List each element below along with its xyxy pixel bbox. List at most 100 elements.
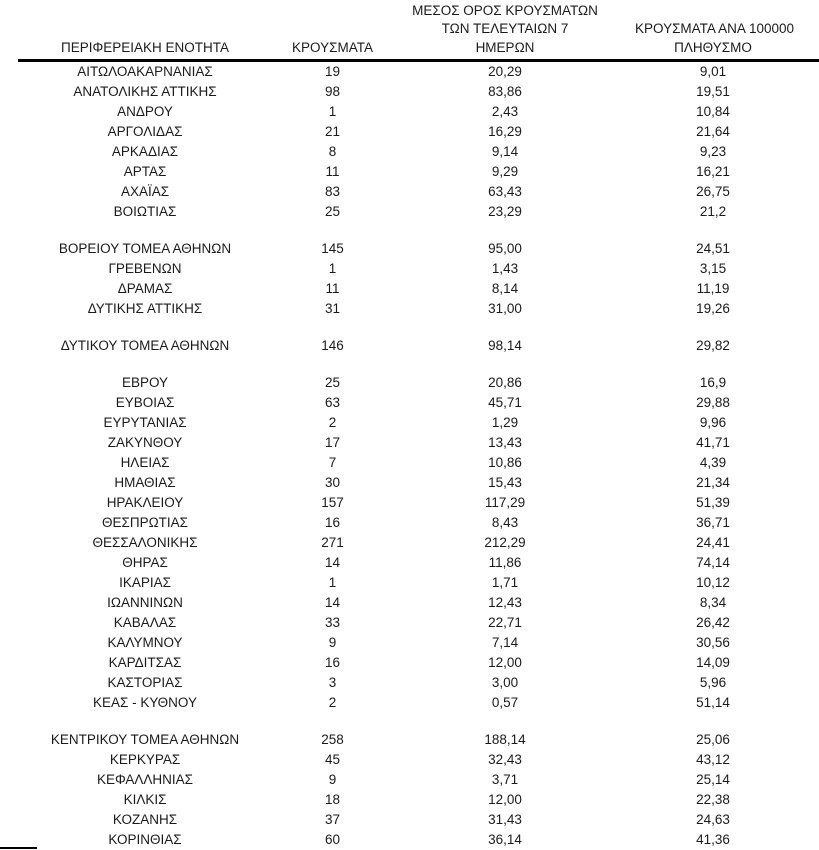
per100k-cell: 29,82 [696,338,730,353]
per100k-cell: 8,34 [699,595,727,610]
region-cell: ΘΗΡΑΣ [122,555,168,570]
region-cell: ΔΥΤΙΚΗΣ ΑΤΤΙΚΗΣ [87,301,203,316]
per100k-cell: 74,14 [696,555,730,570]
table-row: ΙΩΑΝΝΙΝΩΝ 14 12,43 8,34 [0,593,819,613]
avg7-cell: 11,86 [488,555,522,570]
table-row: ΚΑΒΑΛΑΣ 33 22,71 26,42 [0,613,819,633]
table-section: ΚΕΝΤΡΙΚΟΥ ΤΟΜΕΑ ΑΘΗΝΩΝ 258 188,14 25,06 … [0,730,819,850]
avg7-cell: 12,00 [488,792,522,807]
avg7-cell: 10,86 [488,455,522,470]
avg7-cell: 12,43 [488,595,522,610]
avg7-cell: 1,71 [491,575,519,590]
table-row: ΘΕΣΠΡΩΤΙΑΣ 16 8,43 36,71 [0,513,819,533]
table-row: ΚΕΑΣ - ΚΥΘΝΟΥ 2 0,57 51,14 [0,693,819,713]
per100k-cell: 21,2 [699,204,727,219]
region-cell: ΗΛΕΙΑΣ [120,455,170,470]
table-row: ΔΥΤΙΚΗΣ ΑΤΤΙΚΗΣ 31 31,00 19,26 [0,299,819,319]
column-header-per100k: ΚΡΟΥΣΜΑΤΑ ΑΝΑ 100000 ΠΛΗΘΥΣΜΟ [635,20,819,57]
table-section: ΔΥΤΙΚΟΥ ΤΟΜΕΑ ΑΘΗΝΩΝ 146 98,14 29,82 [0,336,819,356]
per100k-cell: 9,01 [699,64,727,79]
column-header-region-label: ΠΕΡΙΦΕΡΕΙΑΚΗ ΕΝΟΤΗΤΑ [60,39,230,55]
per100k-cell: 41,36 [696,832,730,847]
per100k-cell: 51,39 [696,495,730,510]
cases-cell: 25 [324,204,341,219]
cases-cell: 1 [328,261,337,276]
table-row: ΒΟΡΕΙΟΥ ΤΟΜΕΑ ΑΘΗΝΩΝ 145 95,00 24,51 [0,239,819,259]
avg7-cell: 3,00 [491,675,519,690]
region-cell: ΚΑΡΔΙΤΣΑΣ [108,655,182,670]
column-header-per100k-line2: ΠΛΗΘΥΣΜΟ [674,39,752,55]
region-cell: ΚΕΡΚΥΡΑΣ [109,752,181,767]
cases-cell: 271 [321,535,344,550]
cases-cell: 17 [324,435,341,450]
column-header-avg7-line1: ΜΕΣΟΣ ΟΡΟΣ ΚΡΟΥΣΜΑΤΩΝ [412,2,598,18]
cases-cell: 11 [325,164,340,179]
avg7-cell: 9,14 [491,144,519,159]
avg7-cell: 1,43 [491,261,519,276]
cases-cell: 3 [328,675,337,690]
column-header-region: ΠΕΡΙΦΕΡΕΙΑΚΗ ΕΝΟΤΗΤΑ [0,39,290,58]
table-header: ΠΕΡΙΦΕΡΕΙΑΚΗ ΕΝΟΤΗΤΑ ΚΡΟΥΣΜΑΤΑ ΜΕΣΟΣ ΟΡΟ… [0,0,819,59]
table-row: ΚΑΡΔΙΤΣΑΣ 16 12,00 14,09 [0,653,819,673]
bottom-partial-line [0,847,37,849]
region-cell: ΑΙΤΩΛΟΑΚΑΡΝΑΝΙΑΣ [77,64,213,79]
cases-cell: 14 [324,595,341,610]
table-row: ΑΝΔΡΟΥ 1 2,43 10,84 [0,102,819,122]
table-section: ΒΟΡΕΙΟΥ ΤΟΜΕΑ ΑΘΗΝΩΝ 145 95,00 24,51 ΓΡΕ… [0,239,819,319]
per100k-cell: 5,96 [699,675,727,690]
table-row: ΘΗΡΑΣ 14 11,86 74,14 [0,553,819,573]
column-header-per100k-line1: ΚΡΟΥΣΜΑΤΑ ΑΝΑ 100000 [635,21,794,36]
per100k-cell: 10,84 [696,104,730,119]
avg7-cell: 188,14 [484,732,526,747]
column-header-cases-label: ΚΡΟΥΣΜΑΤΑ [292,39,373,55]
region-cell: ΚΕΦΑΛΛΗΝΙΑΣ [96,772,194,787]
per100k-cell: 36,71 [696,515,730,530]
per100k-cell: 19,51 [696,84,730,99]
table-row: ΕΥΡΥΤΑΝΙΑΣ 2 1,29 9,96 [0,413,819,433]
region-cell: ΑΝΔΡΟΥ [117,104,173,119]
avg7-cell: 23,29 [488,204,522,219]
per100k-cell: 16,21 [696,164,730,179]
per100k-cell: 4,39 [699,455,727,470]
per100k-cell: 21,64 [696,124,730,139]
table-section: ΑΙΤΩΛΟΑΚΑΡΝΑΝΙΑΣ 19 20,29 9,01 ΑΝΑΤΟΛΙΚΗ… [0,62,819,222]
avg7-cell: 63,43 [488,184,522,199]
per100k-cell: 16,9 [699,375,727,390]
per100k-cell: 51,14 [696,695,730,710]
region-cell: ΗΜΑΘΙΑΣ [114,475,176,490]
cases-cell: 11 [325,281,340,296]
cases-cell: 60 [324,832,341,847]
region-cell: ΒΟΡΕΙΟΥ ΤΟΜΕΑ ΑΘΗΝΩΝ [58,241,232,256]
table-row: ΑΧΑΪΑΣ 83 63,43 26,75 [0,182,819,202]
cases-cell: 98 [324,84,341,99]
cases-cell: 8 [328,144,337,159]
avg7-cell: 32,43 [488,752,522,767]
avg7-cell: 3,71 [491,772,519,787]
region-cell: ΖΑΚΥΝΘΟΥ [107,435,183,450]
region-cell: ΚΑΛΥΜΝΟΥ [107,635,183,650]
avg7-cell: 95,00 [488,241,522,256]
table-row: ΚΕΝΤΡΙΚΟΥ ΤΟΜΕΑ ΑΘΗΝΩΝ 258 188,14 25,06 [0,730,819,750]
per100k-cell: 24,51 [696,241,730,256]
region-cell: ΑΡΓΟΛΙΔΑΣ [107,124,183,139]
region-cell: ΘΕΣΣΑΛΟΝΙΚΗΣ [92,535,198,550]
table-row: ΑΝΑΤΟΛΙΚΗΣ ΑΤΤΙΚΗΣ 98 83,86 19,51 [0,82,819,102]
cases-cell: 31 [324,301,341,316]
table-row: ΙΚΑΡΙΑΣ 1 1,71 10,12 [0,573,819,593]
table-row: ΗΡΑΚΛΕΙΟΥ 157 117,29 51,39 [0,493,819,513]
cases-cell: 45 [324,752,341,767]
avg7-cell: 117,29 [484,495,526,510]
table-row: ΑΡΚΑΔΙΑΣ 8 9,14 9,23 [0,142,819,162]
cases-cell: 83 [324,184,341,199]
table-row: ΕΒΡΟΥ 25 20,86 16,9 [0,373,819,393]
cases-cell: 258 [321,732,344,747]
avg7-cell: 0,57 [491,695,519,710]
avg7-cell: 8,14 [491,281,519,296]
cases-cell: 2 [328,695,337,710]
region-cell: ΔΥΤΙΚΟΥ ΤΟΜΕΑ ΑΘΗΝΩΝ [60,338,230,353]
region-cell: ΑΧΑΪΑΣ [120,184,170,199]
table-row: ΔΥΤΙΚΟΥ ΤΟΜΕΑ ΑΘΗΝΩΝ 146 98,14 29,82 [0,336,819,356]
column-header-cases: ΚΡΟΥΣΜΑΤΑ [290,39,375,58]
region-cell: ΚΑΣΤΟΡΙΑΣ [107,675,183,690]
avg7-cell: 20,86 [488,375,522,390]
